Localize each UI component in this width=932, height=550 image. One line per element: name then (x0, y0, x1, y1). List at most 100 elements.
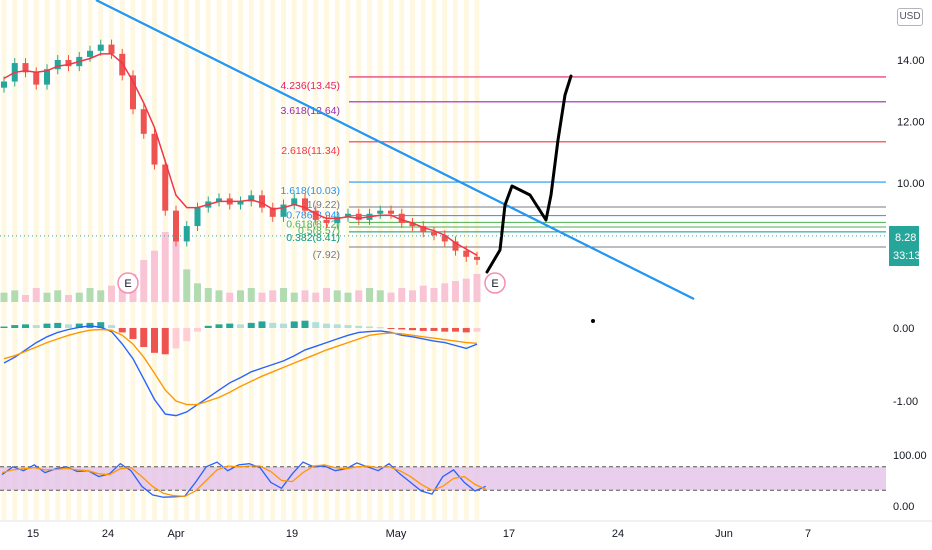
fib-level-label: 4.236(13.45) (280, 80, 340, 92)
macd-histogram-bar (323, 323, 330, 328)
stoch-band (0, 466, 886, 491)
session-stripe (184, 0, 190, 520)
y-tick-label: 14.00 (897, 55, 925, 67)
macd-histogram-bar (75, 323, 83, 328)
session-stripe (313, 0, 319, 520)
candle-body (162, 164, 169, 211)
x-tick-label: 15 (27, 528, 39, 540)
currency-button[interactable]: USD (897, 8, 923, 26)
session-stripe (324, 0, 329, 520)
volume-bar (323, 288, 330, 302)
session-stripe (388, 0, 394, 520)
candle-body (388, 210, 394, 214)
session-stripe (453, 0, 458, 520)
candle-body (269, 207, 276, 217)
macd-histogram-bar (258, 321, 266, 328)
macd-histogram-bar (0, 326, 8, 328)
candle-body (87, 50, 93, 57)
candle-body (216, 198, 222, 202)
candle-body (377, 210, 384, 214)
volume-bar (409, 290, 416, 302)
y-tick-label: 10.00 (897, 178, 925, 190)
volume-bar (290, 292, 298, 302)
volume-bar (387, 292, 395, 302)
volume-bar (22, 295, 29, 302)
current-price-tag: 8.28 33:13 (889, 226, 921, 266)
candle-body (334, 216, 341, 223)
candle-body (345, 213, 351, 217)
macd-histogram-bar (215, 324, 223, 328)
candle-body (420, 226, 427, 233)
session-stripe (12, 0, 18, 520)
x-tick-label: 17 (503, 528, 515, 540)
macd-histogram-bar (441, 328, 449, 332)
stoch-d-line (1, 464, 487, 498)
session-stripe (195, 0, 200, 520)
fib-level-label: 1.618(10.03) (280, 185, 340, 197)
session-stripe (442, 0, 448, 520)
session-stripe (302, 0, 308, 520)
candle-body (151, 133, 158, 165)
countdown-label: 33:13 (893, 250, 921, 262)
candle-body (237, 201, 244, 205)
session-stripe (55, 0, 61, 520)
volume-bar (172, 241, 180, 302)
macd-histogram-bar (22, 324, 29, 328)
x-tick-label: 24 (102, 528, 114, 540)
candle-body (409, 222, 416, 227)
y-tick-label: 12.00 (897, 117, 925, 129)
x-tick-label: Apr (167, 528, 184, 540)
volume-bar (75, 292, 83, 302)
candle-body (323, 219, 330, 223)
macd-histogram-bar (280, 323, 287, 328)
candle-body (248, 195, 255, 202)
candle-body (1, 81, 7, 88)
candle-body (398, 213, 405, 223)
candle-body (474, 256, 480, 260)
session-stripe (66, 0, 71, 520)
current-price-label: 8.28 (895, 232, 916, 244)
session-stripe (431, 0, 437, 520)
candle-body (452, 241, 459, 251)
candle-body (355, 213, 362, 220)
volume-bar (237, 290, 244, 302)
fibonacci-levels: 4.236(13.45)3.618(12.64)2.618(11.34)1.61… (280, 76, 886, 261)
session-stripe (270, 0, 276, 520)
stoch-y-tick-label: 100.00 (893, 450, 927, 462)
macd-histogram-bar (204, 325, 212, 328)
volume-bar (97, 290, 105, 302)
volume-bar (355, 290, 363, 302)
macd-histogram-bar (97, 322, 105, 328)
session-stripe (248, 0, 254, 520)
macd-histogram-bar (398, 328, 406, 330)
volume-bar (333, 290, 341, 302)
candle-body (119, 53, 126, 76)
x-tick-label: 7 (805, 528, 811, 540)
volume-bar (226, 292, 234, 302)
candle-body (54, 60, 61, 70)
volume-bar (430, 288, 438, 302)
session-stripe (334, 0, 340, 520)
session-stripe (44, 0, 50, 520)
volume-bar (269, 290, 277, 302)
volume-bar (65, 295, 72, 302)
volume-bar (312, 292, 320, 302)
macd-histogram-bar (172, 328, 180, 349)
volume-bar (43, 292, 51, 302)
session-stripe (291, 0, 297, 520)
macd-histogram-bar (54, 322, 62, 328)
x-tick-label: May (386, 528, 407, 540)
volume-bar (258, 292, 266, 302)
candle-body (441, 235, 448, 242)
volume-bar (161, 232, 169, 302)
candle-body (463, 250, 470, 257)
earnings-marker-label: E (124, 278, 131, 290)
candle-body (173, 210, 179, 242)
volume-bar (0, 292, 8, 302)
stoch-y-tick-label: 0.00 (893, 501, 914, 513)
macd-histogram-bar (473, 328, 481, 332)
candle-body (302, 198, 308, 211)
fib-level-label: 0.382(8.41) (286, 232, 340, 244)
macd-histogram-bar (419, 328, 427, 331)
